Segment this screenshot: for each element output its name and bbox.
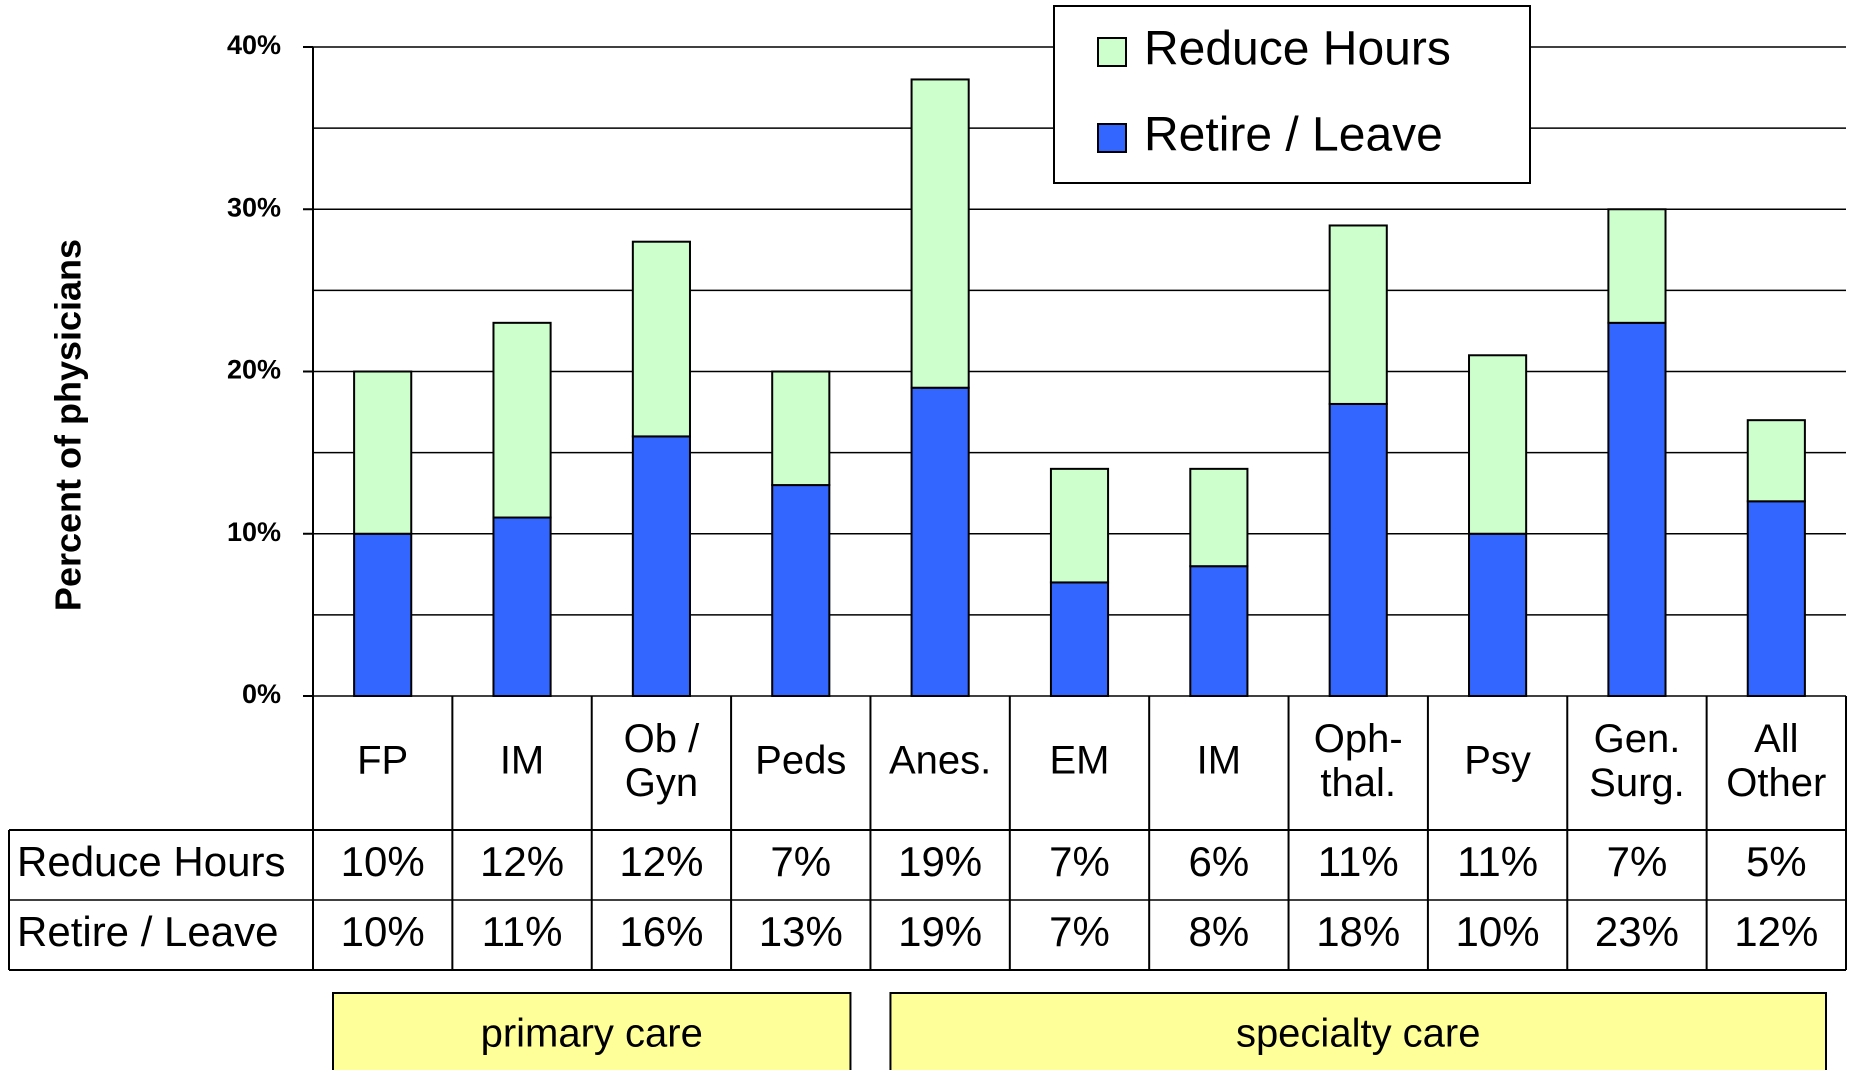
bar-segment bbox=[771, 484, 831, 698]
data-label: 10% bbox=[341, 838, 425, 885]
data-label: 13% bbox=[759, 908, 843, 955]
x-tick-label: Ob / Gyn bbox=[624, 717, 700, 805]
data-label: 19% bbox=[898, 838, 982, 885]
data-label: 11% bbox=[1457, 838, 1538, 885]
data-label: 12% bbox=[619, 838, 703, 885]
data-label: 6% bbox=[1189, 838, 1250, 885]
x-tick-label: Oph-thal. bbox=[1314, 717, 1403, 805]
legend-swatch bbox=[1097, 37, 1127, 67]
bar-segment bbox=[1468, 532, 1528, 697]
data-label: 10% bbox=[1456, 908, 1540, 955]
x-tick-label: Anes. bbox=[889, 739, 991, 783]
data-label: 18% bbox=[1316, 908, 1400, 955]
bar-segment bbox=[910, 386, 970, 697]
bar-segment bbox=[353, 370, 413, 535]
group-box bbox=[889, 992, 1827, 1070]
x-tick-label: EM bbox=[1050, 739, 1110, 783]
data-label: 12% bbox=[480, 838, 564, 885]
y-tick-label: 40% bbox=[227, 30, 281, 60]
data-label: 19% bbox=[898, 908, 982, 955]
data-label: 23% bbox=[1595, 908, 1679, 955]
x-tick-label: IM bbox=[500, 739, 544, 783]
x-tick-label: All Other bbox=[1726, 717, 1826, 805]
bar-segment bbox=[631, 435, 691, 697]
bar-segment bbox=[1328, 224, 1388, 405]
group-label: primary care bbox=[481, 1012, 703, 1056]
bar-segment bbox=[1328, 402, 1388, 697]
x-tick-label: IM bbox=[1197, 739, 1241, 783]
legend-box bbox=[1053, 5, 1531, 184]
y-tick-label: 10% bbox=[227, 517, 281, 547]
data-label: 7% bbox=[1049, 838, 1110, 885]
data-label: 7% bbox=[770, 838, 831, 885]
bar-segment bbox=[1189, 565, 1249, 698]
x-tick-label: Gen. Surg. bbox=[1589, 717, 1685, 805]
data-label: 7% bbox=[1607, 838, 1668, 885]
bar-segment bbox=[910, 78, 970, 389]
legend-label: Retire / Leave bbox=[1144, 109, 1443, 162]
bar-segment bbox=[631, 240, 691, 438]
bar-segment bbox=[492, 321, 552, 519]
x-tick-label: Psy bbox=[1464, 739, 1531, 783]
y-tick-label: 20% bbox=[227, 355, 281, 385]
bar-segment bbox=[1468, 354, 1528, 535]
data-label: 7% bbox=[1049, 908, 1110, 955]
bar-segment bbox=[492, 516, 552, 698]
table-row-label: Retire / Leave bbox=[17, 908, 278, 955]
bar-segment bbox=[353, 532, 413, 697]
x-tick-label: FP bbox=[357, 739, 408, 783]
table-row-label: Reduce Hours bbox=[17, 838, 285, 885]
data-label: 11% bbox=[482, 908, 563, 955]
group-box bbox=[332, 992, 852, 1070]
bar-segment bbox=[1746, 500, 1806, 697]
data-label: 5% bbox=[1746, 838, 1807, 885]
y-tick-label: 30% bbox=[227, 192, 281, 222]
bar-segment bbox=[1607, 321, 1667, 697]
group-label: specialty care bbox=[1236, 1012, 1481, 1056]
bar-segment bbox=[1607, 208, 1667, 324]
data-label: 16% bbox=[619, 908, 703, 955]
legend-swatch bbox=[1097, 123, 1127, 153]
bar-segment bbox=[1189, 467, 1249, 568]
data-label: 11% bbox=[1318, 838, 1399, 885]
bar-segment bbox=[1049, 467, 1110, 584]
bar-segment bbox=[1049, 581, 1110, 697]
data-label: 10% bbox=[341, 908, 425, 955]
bar-segment bbox=[1746, 419, 1806, 503]
legend-label: Reduce Hours bbox=[1144, 23, 1451, 76]
y-axis-title: Percent of physicians bbox=[48, 239, 89, 611]
bar-segment bbox=[771, 370, 831, 487]
y-tick-label: 0% bbox=[242, 679, 281, 709]
data-label: 8% bbox=[1189, 908, 1250, 955]
x-tick-label: Peds bbox=[755, 739, 846, 783]
data-label: 12% bbox=[1734, 908, 1818, 955]
